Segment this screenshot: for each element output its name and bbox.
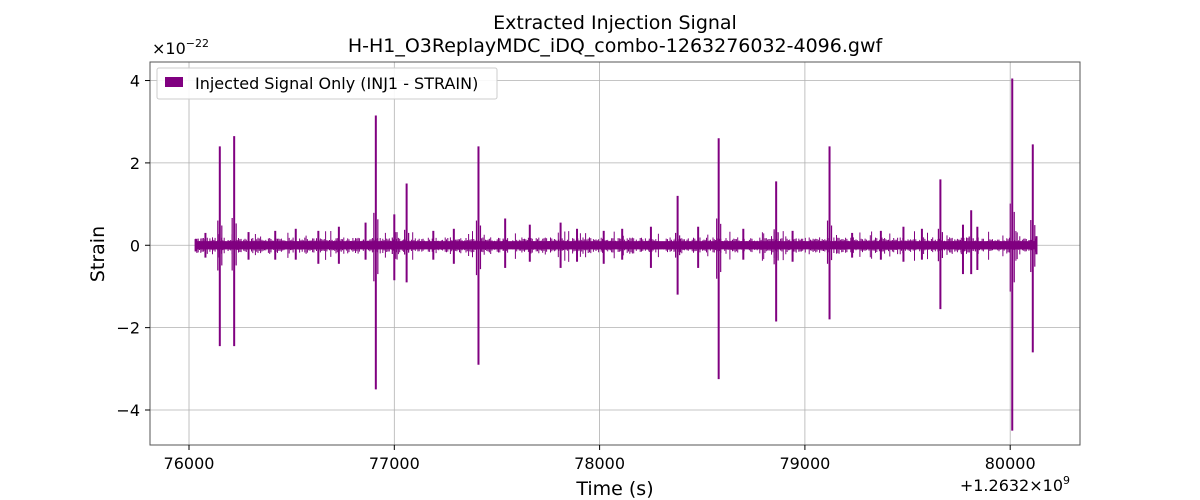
legend-entry-label: Injected Signal Only (INJ1 - STRAIN)	[195, 74, 478, 93]
y-scale-base: ×10	[152, 39, 186, 58]
y-scale-exponent: −22	[186, 37, 209, 50]
x-offset-exponent: 9	[1063, 474, 1070, 487]
x-tick-label: 80000	[985, 454, 1036, 473]
x-tick-label: 78000	[574, 454, 625, 473]
x-offset-base: +1.2632×10	[960, 476, 1063, 495]
y-tick-label: 0	[130, 236, 140, 255]
x-tick-label: 79000	[779, 454, 830, 473]
y-tick-label: −2	[116, 319, 140, 338]
y-axis-label: Strain	[87, 226, 109, 282]
legend-swatch	[165, 77, 183, 87]
chart-title: Extracted Injection Signal	[493, 12, 737, 34]
y-tick-label: 2	[130, 154, 140, 173]
y-tick-label: 4	[130, 72, 140, 91]
legend-box	[156, 67, 498, 100]
axis-ticks: 76000 77000 78000 79000 80000 −4 −2 0 2 4	[116, 72, 1035, 473]
x-tick-label: 76000	[164, 454, 215, 473]
chart-subtitle: H-H1_O3ReplayMDC_iDQ_combo-1263276032-40…	[348, 35, 884, 57]
x-offset-label: +1.2632×109	[960, 474, 1070, 495]
y-scale-label: ×10−22	[152, 37, 209, 58]
legend: Injected Signal Only (INJ1 - STRAIN)	[156, 67, 498, 100]
signal-baseline	[195, 241, 1037, 250]
x-axis-label: Time (s)	[575, 478, 653, 500]
y-tick-label: −4	[116, 401, 140, 420]
x-tick-label: 77000	[369, 454, 420, 473]
data-layer	[194, 78, 1038, 431]
plot-frame	[149, 61, 1081, 446]
